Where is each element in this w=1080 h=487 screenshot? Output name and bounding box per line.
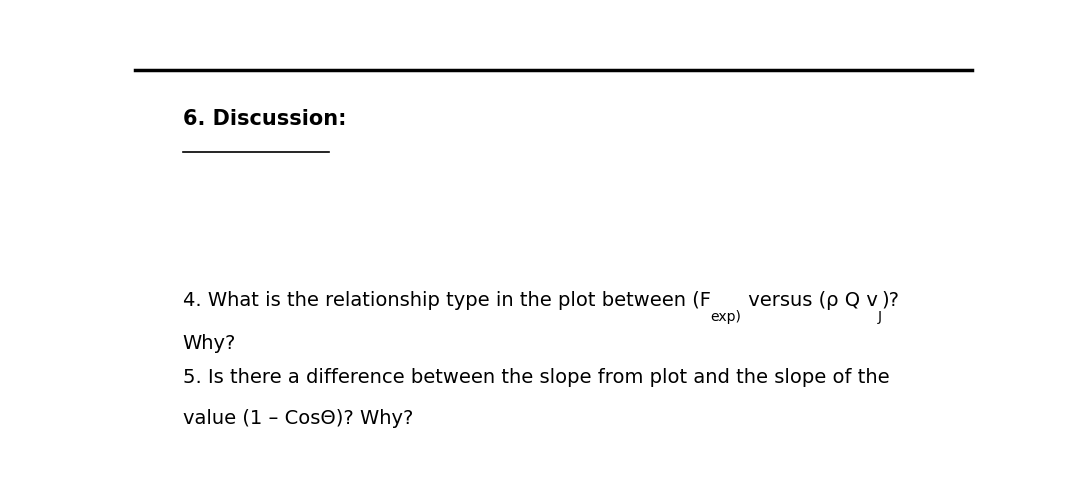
- Text: exp): exp): [711, 310, 742, 324]
- Text: 5. Is there a difference between the slope from plot and the slope of the: 5. Is there a difference between the slo…: [183, 368, 889, 387]
- Text: Why?: Why?: [183, 334, 237, 353]
- Text: value (1 – CosΘ)? Why?: value (1 – CosΘ)? Why?: [183, 409, 413, 428]
- Text: versus (ρ Q v: versus (ρ Q v: [742, 291, 877, 310]
- Text: J: J: [877, 310, 881, 324]
- Text: 4. What is the relationship type in the plot between (F: 4. What is the relationship type in the …: [183, 291, 711, 310]
- Text: )?: )?: [881, 291, 900, 310]
- Text: 6. Discussion:: 6. Discussion:: [183, 109, 347, 129]
